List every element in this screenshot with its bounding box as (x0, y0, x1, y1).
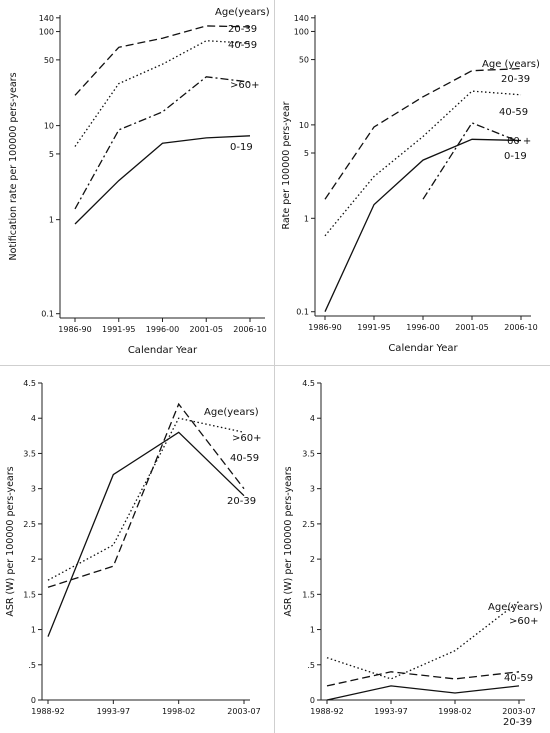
y-tick-label: 3.5 (23, 449, 36, 458)
y-tick-label: 50 (44, 56, 54, 65)
y-tick-label: 4 (310, 414, 315, 423)
series-line-60 (47, 417, 245, 581)
y-tick-label: 2.5 (302, 520, 315, 529)
x-tick-label: 1991-95 (102, 325, 135, 334)
y-tick-label: 5 (49, 150, 54, 159)
x-tick-label: 2006-10 (233, 325, 266, 334)
series-label: >60+ (232, 433, 261, 444)
series-line-40-59 (74, 40, 251, 147)
series-line-40-59 (47, 402, 245, 588)
y-tick-label: 3.5 (302, 449, 315, 458)
y-tick-label: 0 (31, 696, 36, 705)
series-line-40-59 (324, 90, 522, 237)
chart-svg: 0.1 1 5 10 50 100 140 1986-90 1991-95 1996-00 2001… (8, 7, 270, 356)
x-tick-label: 1998-02 (162, 707, 195, 716)
series-line-60 (326, 600, 520, 680)
x-tick-label: 1996-00 (406, 323, 439, 332)
series-line-20-39 (326, 685, 520, 701)
y-tick-label: 3 (31, 485, 36, 494)
y-axis-label: ASR (W) per 100000 pers-years (283, 466, 294, 616)
y-tick-label: 140 (294, 14, 309, 23)
y-axis-label: Rate per 100000 pers-year (281, 101, 292, 229)
legend-title: Age(years) (215, 7, 270, 18)
legend-title: Age (years) (482, 59, 540, 70)
x-tick-label: 1986-90 (58, 325, 91, 334)
y-tick-label: .5 (28, 661, 36, 670)
y-tick-label: 1 (310, 626, 315, 635)
series-label: >60+ (230, 80, 259, 91)
series-label: 20-39 (227, 496, 256, 507)
series-line-60 (74, 76, 251, 210)
x-tick-label: 2001-05 (190, 325, 223, 334)
y-tick-label: 0.1 (296, 308, 309, 317)
y-tick-label: 1 (304, 214, 309, 223)
y-tick-label: 2 (310, 555, 315, 564)
series-line-20-39 (47, 431, 245, 637)
series-line-0-19 (74, 135, 251, 225)
y-tick-label: 1 (31, 626, 36, 635)
chart-panel-top-right: 0.1 1 5 10 50 100 140 1986-90 1991-95 1996-00 2001… (275, 0, 550, 366)
y-tick-label: 100 (39, 28, 54, 37)
chart-panel-bottom-right: 0 .5 1 1.5 2 2.5 3 3.5 4 4.5 1988-92 1993-97 1998-02… (275, 366, 550, 733)
series-label: 40-59 (499, 107, 528, 118)
chart-panel-bottom-left: 0 .5 1 1.5 2 2.5 3 3.5 4 4.5 1988-92 1993-97 1998-02… (0, 366, 275, 733)
x-tick-label: 1993-97 (97, 707, 130, 716)
series-line-20-39 (324, 67, 522, 200)
series-label: 40-59 (504, 673, 533, 684)
series-label: 20-39 (503, 717, 532, 728)
y-tick-label: 0 (310, 696, 315, 705)
y-tick-label: 2 (31, 555, 36, 564)
y-tick-label: .5 (307, 661, 315, 670)
y-tick-label: 10 (44, 122, 54, 131)
x-tick-label: 2006-10 (504, 323, 537, 332)
x-tick-label: 1988-92 (310, 707, 343, 716)
series-line-40-59 (326, 671, 520, 687)
x-tick-label: 1991-95 (357, 323, 390, 332)
x-axis-label: Calendar Year (128, 345, 198, 356)
y-tick-label: 50 (299, 56, 309, 65)
y-tick-label: 1 (49, 216, 54, 225)
y-tick-label: 100 (294, 27, 309, 36)
y-tick-label: 0.1 (41, 310, 54, 319)
series-label: 40-59 (228, 40, 257, 51)
series-label: 40-59 (230, 453, 259, 464)
x-tick-label: 1996-00 (146, 325, 179, 334)
x-tick-label: 1988-92 (31, 707, 64, 716)
y-tick-label: 5 (304, 149, 309, 158)
y-tick-label: 10 (299, 121, 309, 130)
x-tick-label: 1998-02 (438, 707, 471, 716)
chart-svg: 0 .5 1 1.5 2 2.5 3 3.5 4 4.5 1988-92 1993-97 1998-02… (5, 379, 261, 716)
series-line-20-39 (74, 25, 251, 96)
series-label: 20-39 (501, 74, 530, 85)
legend-title: Age(years) (488, 602, 543, 613)
y-tick-label: 2.5 (23, 520, 36, 529)
chart-svg: 0.1 1 5 10 50 100 140 1986-90 1991-95 1996-00 2001… (281, 14, 540, 354)
chart-panel-top-left: 0.1 1 5 10 50 100 140 1986-90 1991-95 1996-00 2001… (0, 0, 275, 366)
x-tick-label: 2001-05 (455, 323, 488, 332)
y-tick-label: 3 (310, 485, 315, 494)
series-label: 0-19 (230, 142, 253, 153)
x-tick-label: 2003-07 (227, 707, 260, 716)
x-axis-label: Calendar Year (388, 343, 458, 354)
y-tick-label: 140 (39, 14, 54, 23)
chart-svg: 0 .5 1 1.5 2 2.5 3 3.5 4 4.5 1988-92 1993-97 1998-02… (283, 379, 543, 728)
series-label: 60 + (507, 136, 531, 147)
series-line-0-19 (324, 138, 522, 312)
x-tick-label: 1986-90 (308, 323, 341, 332)
x-tick-label: 2003-07 (502, 707, 535, 716)
y-tick-label: 4.5 (23, 379, 36, 388)
y-tick-label: 4.5 (302, 379, 315, 388)
y-tick-label: 4 (31, 414, 36, 423)
y-axis-label: ASR (W) per 100000 pers-years (5, 466, 16, 616)
x-tick-label: 1993-97 (374, 707, 407, 716)
y-axis-label: Notification rate per 100000 pers-years (8, 72, 19, 260)
y-tick-label: 1.5 (302, 590, 315, 599)
y-tick-label: 1.5 (23, 590, 36, 599)
series-label: 20-39 (228, 24, 257, 35)
series-label: 0-19 (504, 151, 527, 162)
legend-title: Age(years) (204, 407, 259, 418)
series-label: >60+ (509, 616, 538, 627)
